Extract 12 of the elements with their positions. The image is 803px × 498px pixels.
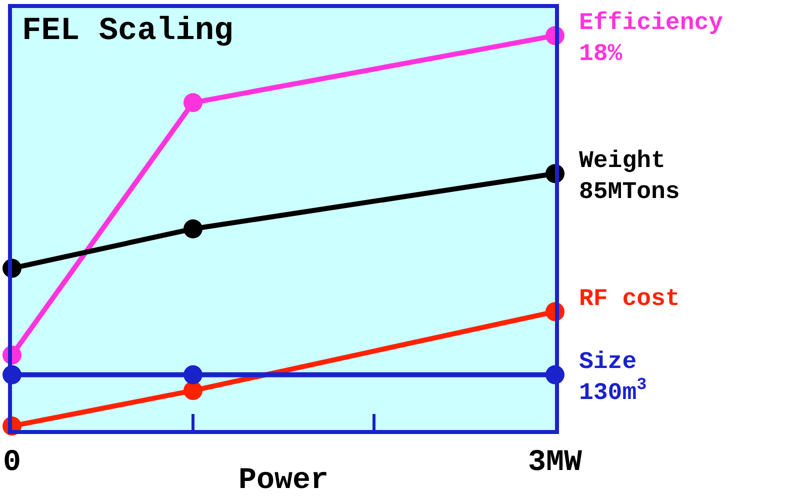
point	[184, 93, 202, 112]
x-axis-title: Power	[238, 464, 329, 498]
series-label: Size 130m$^{3}$	[579, 349, 647, 408]
series-label: Efficiency 18%	[579, 10, 724, 68]
point	[184, 365, 202, 384]
x-tick-label: 0	[2, 446, 22, 480]
chart-title: FEL Scaling	[22, 12, 234, 49]
series-label: Weight 85MTons	[579, 148, 680, 206]
point	[184, 381, 202, 400]
point	[184, 219, 202, 238]
series-label: RF cost	[579, 286, 680, 313]
x-tick-label: 3MW	[528, 446, 582, 480]
